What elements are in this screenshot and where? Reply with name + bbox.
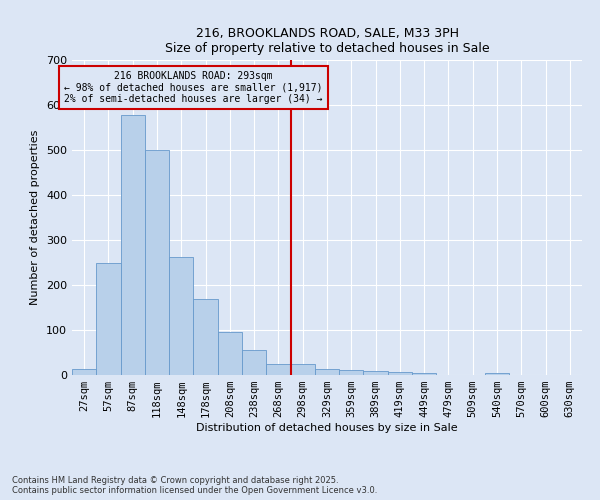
Bar [290, 364, 315, 375]
Bar [121, 115, 145, 375]
X-axis label: Distribution of detached houses by size in Sale: Distribution of detached houses by size … [196, 423, 458, 433]
Bar [388, 372, 412, 375]
Bar [193, 298, 218, 375]
Bar [242, 350, 266, 375]
Title: 216, BROOKLANDS ROAD, SALE, M33 3PH
Size of property relative to detached houses: 216, BROOKLANDS ROAD, SALE, M33 3PH Size… [164, 26, 490, 54]
Bar [485, 373, 509, 375]
Bar [412, 373, 436, 375]
Text: 216 BROOKLANDS ROAD: 293sqm
← 98% of detached houses are smaller (1,917)
2% of s: 216 BROOKLANDS ROAD: 293sqm ← 98% of det… [64, 71, 323, 104]
Bar [266, 364, 290, 375]
Bar [96, 264, 121, 375]
Text: Contains HM Land Registry data © Crown copyright and database right 2025.
Contai: Contains HM Land Registry data © Crown c… [12, 476, 377, 495]
Bar [169, 256, 193, 375]
Bar [145, 150, 169, 375]
Bar [315, 369, 339, 375]
Bar [364, 370, 388, 375]
Bar [218, 332, 242, 375]
Bar [339, 370, 364, 375]
Y-axis label: Number of detached properties: Number of detached properties [31, 130, 40, 305]
Bar [72, 369, 96, 375]
